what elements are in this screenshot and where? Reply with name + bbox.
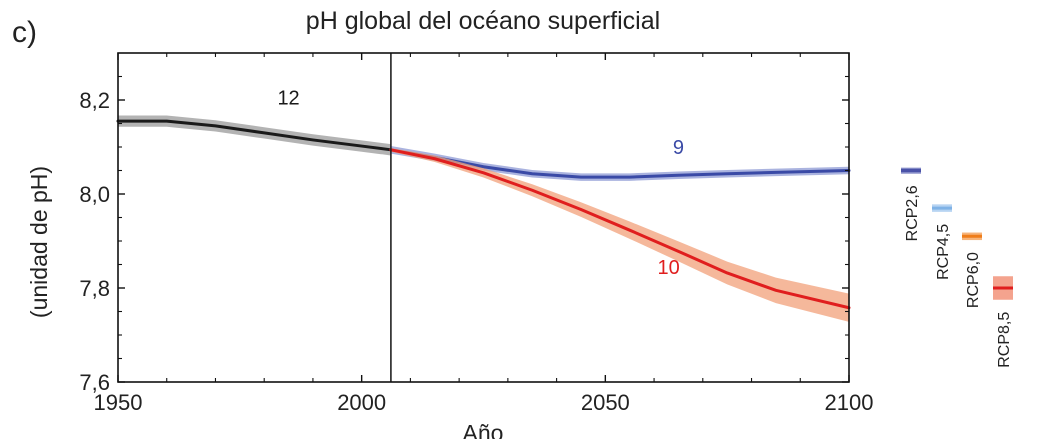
chart-title: pH global del océano superficial bbox=[306, 7, 660, 35]
series-historical-label: 12 bbox=[277, 88, 299, 110]
y-tick-label: 8,2 bbox=[79, 88, 110, 113]
x-tick-label: 2050 bbox=[581, 390, 630, 415]
scenario-label: RCP6,0 bbox=[965, 252, 982, 308]
x-tick-label: 1950 bbox=[94, 390, 143, 415]
x-axis-label: Año bbox=[463, 420, 504, 439]
scenario-legend: RCP2,6 RCP4,5 RCP6,0 RCP8,5 bbox=[901, 167, 1013, 368]
x-tick-label: 2000 bbox=[337, 390, 386, 415]
y-tick-label: 8,0 bbox=[79, 182, 110, 207]
y-axis-label: (unidad de pH) bbox=[26, 166, 52, 318]
scenario-label: RCP2,6 bbox=[904, 185, 921, 241]
axes: 1950 2000 2050 2100 7,6 7,8 8,0 8,2 bbox=[79, 53, 873, 415]
series-historical-line bbox=[116, 119, 393, 152]
series-rcp26-label: 9 bbox=[673, 137, 684, 159]
series-rcp85-line bbox=[389, 148, 851, 310]
scenario-label: RCP4,5 bbox=[935, 224, 952, 280]
panel-label: c) bbox=[12, 16, 37, 49]
series-rcp85-label: 10 bbox=[658, 257, 680, 279]
scenario-label: RCP8,5 bbox=[996, 312, 1013, 368]
series-rcp85-band bbox=[390, 147, 849, 322]
plot-area: 12 9 10 bbox=[116, 53, 851, 382]
x-tick-label: 2100 bbox=[825, 390, 874, 415]
y-tick-label: 7,6 bbox=[79, 370, 110, 395]
series-historical-band bbox=[118, 115, 391, 156]
plot-frame bbox=[117, 52, 850, 383]
y-tick-label: 7,8 bbox=[79, 276, 110, 301]
